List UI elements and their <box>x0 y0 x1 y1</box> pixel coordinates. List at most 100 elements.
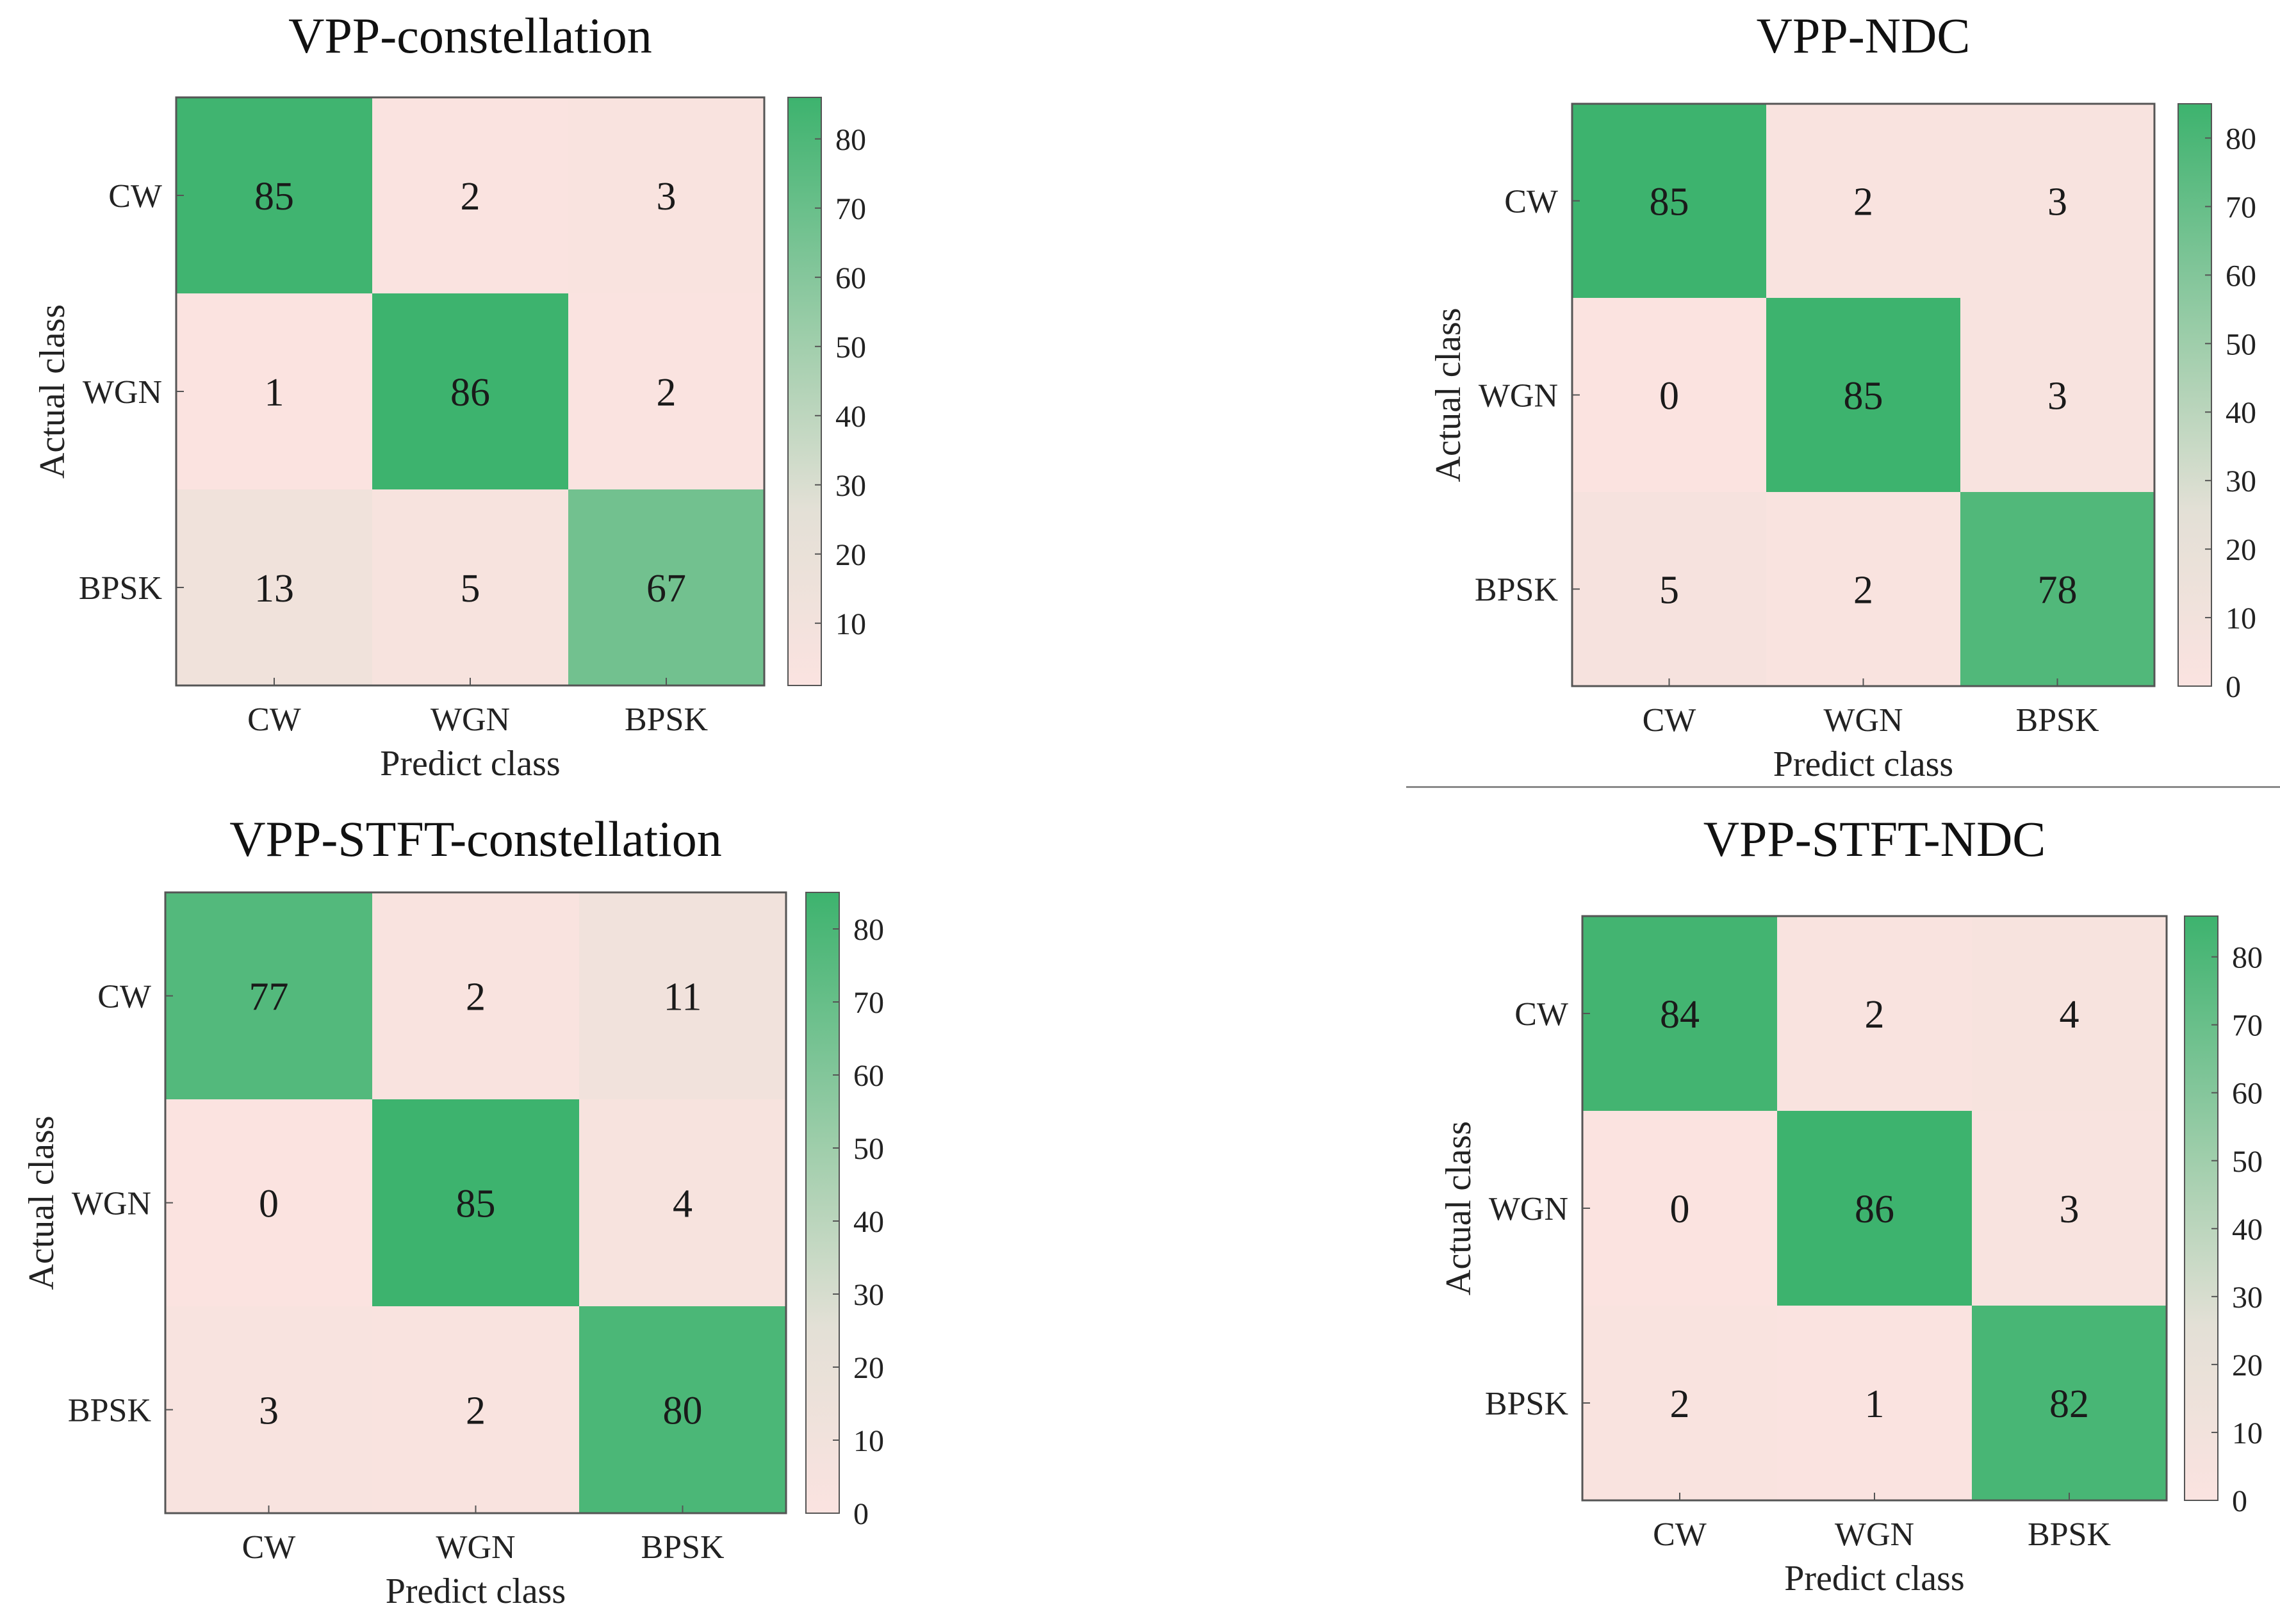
cell-value: 86 <box>1855 1188 1894 1231</box>
confusion-matrix-figure: VPP-constellation85 2 31 86 213 5 67CW WGN BPSKC… <box>0 0 2280 1624</box>
colorbar-tick-label: 10 <box>853 1424 884 1458</box>
cell-value: 1 <box>1865 1382 1885 1426</box>
colorbar-tick-label: 60 <box>2226 259 2256 293</box>
colorbar-tick-label: 20 <box>835 538 866 572</box>
x-tick-label: WGN <box>1823 702 1903 739</box>
cell-value: 3 <box>2047 375 2067 418</box>
cell-value: 2 <box>1670 1382 1690 1426</box>
panel-title: VPP-constellation <box>288 8 652 63</box>
y-tick-label: BPSK <box>68 1393 152 1429</box>
x-tick-label: BPSK <box>625 701 709 738</box>
cell-value: 5 <box>461 567 480 611</box>
cell-value: 3 <box>657 175 677 218</box>
cell-value: 80 <box>663 1390 703 1433</box>
cell-value: 84 <box>1660 993 1700 1037</box>
colorbar-tick-label: 10 <box>2226 602 2256 636</box>
y-axis-label: Actual class <box>22 1115 62 1290</box>
cell-value: 0 <box>1659 375 1679 418</box>
cell-value: 3 <box>2047 181 2067 224</box>
cell-value: 11 <box>664 976 702 1019</box>
panel-title: VPP-STFT-NDC <box>1703 811 2046 867</box>
cell-value: 2 <box>461 175 480 218</box>
confusion-matrix-panel: VPP-NDC85 2 30 85 35 2 78CW WGN BPSKCWWGNBPSKPre… <box>1429 8 2256 784</box>
cell-value: 85 <box>456 1183 496 1226</box>
colorbar-tick-label: 40 <box>2232 1213 2263 1247</box>
cell-value: 3 <box>2060 1188 2079 1231</box>
x-tick-label: WGN <box>1835 1516 1914 1553</box>
colorbar-tick-label: 70 <box>835 192 866 226</box>
x-tick-label: CW <box>247 701 301 738</box>
y-tick-label: CW <box>97 979 151 1015</box>
cell-value: 67 <box>646 567 686 611</box>
colorbar-tick-label: 0 <box>2226 670 2241 704</box>
cell-value: 2 <box>1853 569 1873 612</box>
confusion-matrix-panel: VPP-STFT-NDC 84 2 40 86 3 2 1 82 CW WGN BPSK CW WGN BP… <box>1439 811 2263 1598</box>
colorbar-tick-label: 0 <box>853 1497 869 1531</box>
y-tick-label: WGN <box>83 374 162 411</box>
cell-value: 0 <box>259 1183 279 1226</box>
x-tick-label: BPSK <box>2028 1516 2112 1553</box>
colorbar-tick-label: 60 <box>2232 1077 2263 1111</box>
y-tick-label: CW <box>1504 184 1558 220</box>
cell-value: 4 <box>673 1183 693 1226</box>
x-axis-label: Predict class <box>1784 1559 1964 1598</box>
colorbar-tick-label: 30 <box>853 1278 884 1312</box>
cell-value: 3 <box>259 1390 279 1433</box>
colorbar-tick-label: 0 <box>2232 1484 2247 1518</box>
colorbar-tick-label: 70 <box>853 986 884 1020</box>
x-tick-label: BPSK <box>641 1529 725 1566</box>
colorbar <box>806 892 839 1513</box>
colorbar-tick-label: 50 <box>2232 1145 2263 1179</box>
x-tick-label: BPSK <box>2015 702 2099 739</box>
cell-value: 0 <box>1670 1188 1690 1231</box>
colorbar-tick-label: 30 <box>2232 1281 2263 1315</box>
colorbar-tick-label: 50 <box>835 331 866 365</box>
colorbar-tick-label: 80 <box>2232 941 2263 975</box>
y-tick-label: WGN <box>1489 1191 1568 1227</box>
cell-value: 2 <box>1865 993 1885 1037</box>
cell-value: 5 <box>1659 569 1679 612</box>
colorbar-tick-label: 80 <box>835 123 866 157</box>
confusion-matrix-panel: VPP-constellation85 2 31 86 213 5 67CW WGN BPSKC… <box>33 8 866 783</box>
colorbar-tick-label: 50 <box>2226 327 2256 361</box>
colorbar-tick-label: 20 <box>853 1351 884 1385</box>
colorbar-tick-label: 50 <box>853 1132 884 1166</box>
cell-value: 85 <box>254 175 294 218</box>
x-axis-label: Predict class <box>386 1571 566 1611</box>
x-tick-label: CW <box>242 1529 296 1566</box>
panel-title: VPP-STFT-constellation <box>229 811 722 867</box>
y-tick-label: BPSK <box>1475 572 1559 609</box>
colorbar-tick-label: 70 <box>2226 190 2256 224</box>
cell-value: 85 <box>1650 181 1689 224</box>
cell-value: 2 <box>466 1390 486 1433</box>
colorbar-tick-label: 10 <box>2232 1416 2263 1450</box>
colorbar-tick-label: 20 <box>2226 533 2256 567</box>
cell-value: 77 <box>249 976 289 1019</box>
y-tick-label: BPSK <box>1485 1386 1569 1422</box>
x-axis-label: Predict class <box>1773 744 1953 784</box>
colorbar-tick-label: 40 <box>853 1205 884 1239</box>
panel-title: VPP-NDC <box>1757 8 1971 63</box>
colorbar-tick-label: 60 <box>853 1059 884 1093</box>
cell-value: 85 <box>1844 375 1883 418</box>
x-tick-label: CW <box>1653 1516 1707 1553</box>
colorbar-tick-label: 30 <box>2226 464 2256 498</box>
y-tick-label: CW <box>1514 996 1568 1033</box>
x-axis-label: Predict class <box>380 744 560 783</box>
colorbar-tick-label: 60 <box>835 261 866 295</box>
cell-value: 82 <box>2049 1382 2089 1426</box>
cell-value: 2 <box>466 976 486 1019</box>
colorbar-tick-label: 20 <box>2232 1349 2263 1382</box>
x-tick-label: CW <box>1643 702 1696 739</box>
y-axis-label: Actual class <box>1439 1121 1479 1295</box>
confusion-matrix-panel: VPP-STFT-constellation 77 2 11 0 85 4 3 2 80 CW WGN… <box>22 811 884 1611</box>
y-tick-label: WGN <box>72 1186 151 1222</box>
colorbar <box>788 97 821 685</box>
y-tick-label: BPSK <box>79 570 163 607</box>
colorbar-tick-label: 70 <box>2232 1009 2263 1043</box>
cell-value: 78 <box>2038 569 2078 612</box>
colorbar-tick-label: 80 <box>853 913 884 947</box>
colorbar-tick-label: 30 <box>835 469 866 503</box>
panel-divider <box>1406 786 2280 788</box>
colorbar <box>2185 916 2218 1500</box>
